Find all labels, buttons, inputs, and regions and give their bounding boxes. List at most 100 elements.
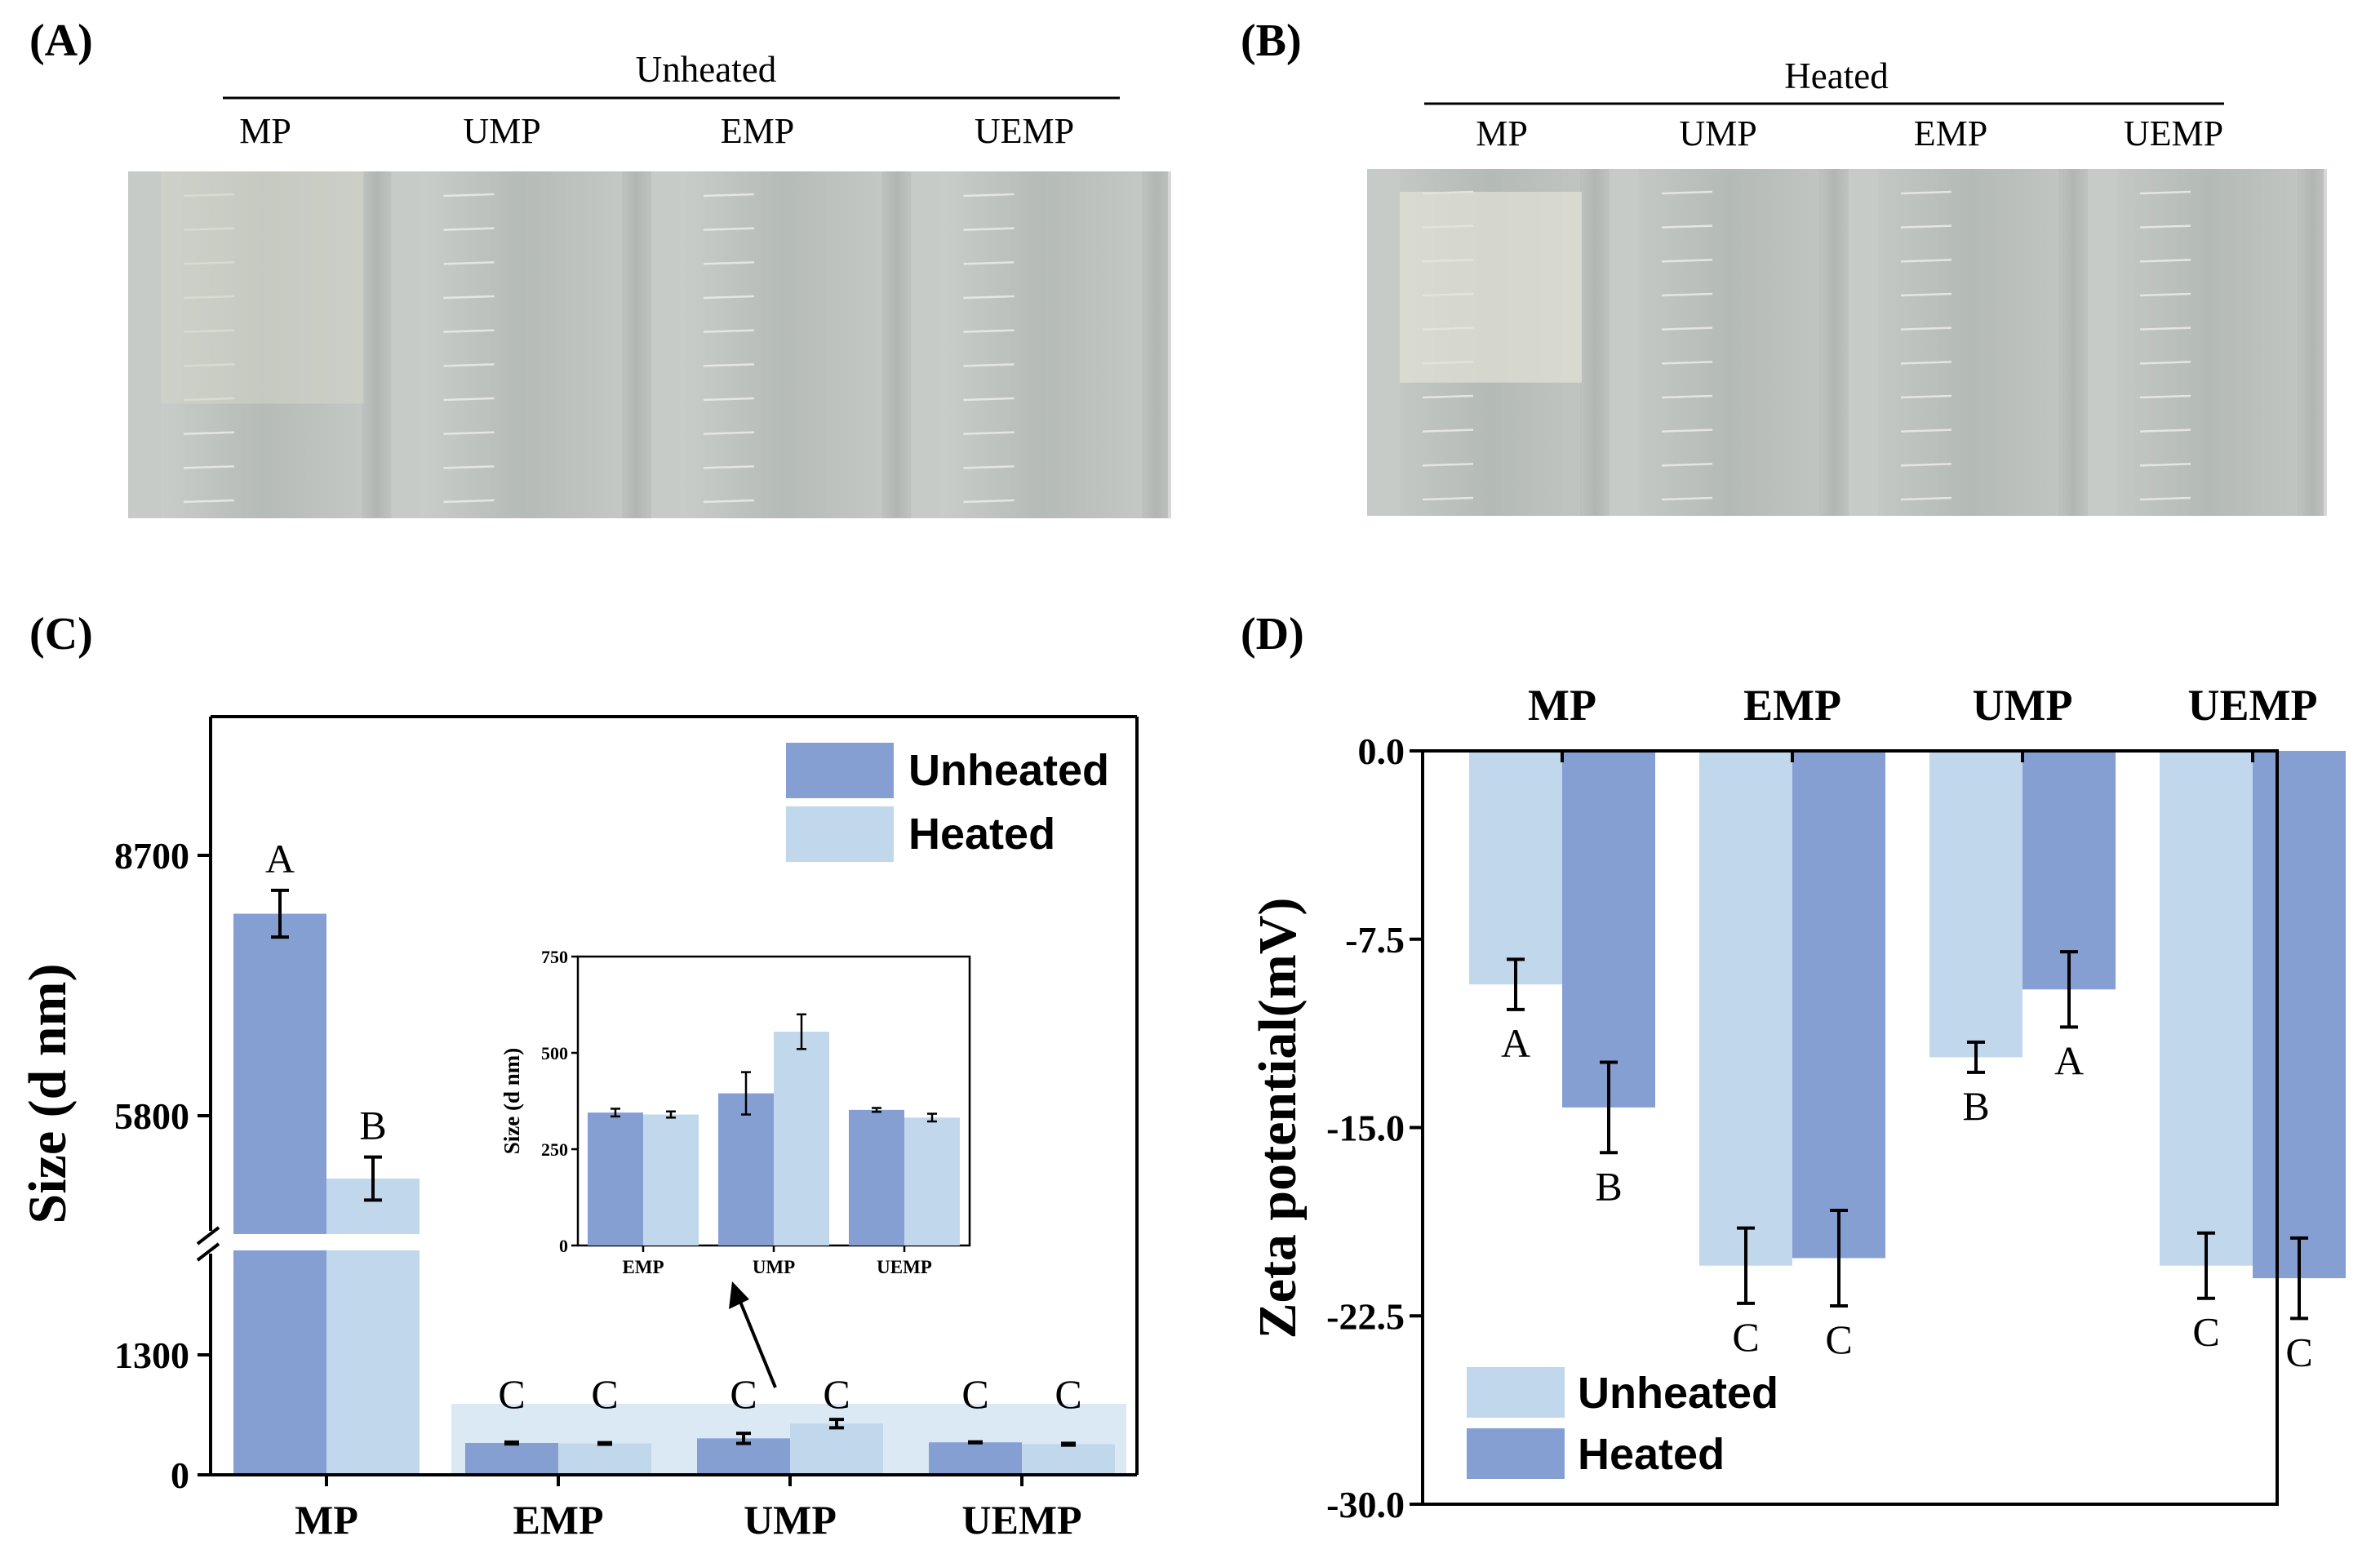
chart-c-inset-x-label-ump: UMP — [753, 1257, 795, 1277]
chart-c: A C C C B C C C 0 1300 5800 8700 MP EMP UMP UEMP Unheate… — [114, 715, 1139, 1543]
tube-4-graduation — [2139, 394, 2191, 399]
tube-3-graduation — [1900, 190, 1952, 195]
tube-1-graduation — [1422, 428, 1474, 433]
tube-2-graduation — [1661, 394, 1713, 399]
chart-d-letter-unheated-uemp: C — [2192, 1309, 2219, 1355]
tube-1-graduation — [183, 499, 235, 504]
tube-1-graduation — [183, 465, 235, 469]
tube-2-graduation — [443, 431, 495, 435]
chart-c-inset-bar-unheated-ump — [718, 1093, 774, 1245]
tube-3-graduation — [703, 329, 755, 333]
tube-4-graduation — [963, 261, 1015, 265]
chart-c-bar-heated-mp-lower — [326, 1250, 420, 1475]
chart-c-inset-y-axis-title: Size (d nm) — [500, 1048, 524, 1155]
tube-3-graduation — [703, 295, 755, 300]
tube-edge-3 — [2058, 169, 2088, 516]
chart-c-break-mark-1 — [196, 1226, 220, 1245]
chart-d-bar-unheated-ump — [1929, 751, 2023, 1058]
tube-1-graduation — [1422, 463, 1474, 467]
chart-c-bar-heated-emp — [558, 1443, 651, 1475]
tube-2-graduation — [1661, 496, 1713, 501]
chart-c-inset-arrow-line — [737, 1297, 777, 1388]
tube-2-graduation — [1661, 224, 1713, 229]
chart-c-letter-heated-uemp: C — [1055, 1371, 1081, 1417]
chart-c-bar-heated-uemp — [1022, 1444, 1115, 1475]
tube-4-graduation — [963, 397, 1015, 402]
chart-d-letter-heated-emp: C — [1825, 1316, 1852, 1362]
panel-d-label: (D) — [1241, 609, 1304, 659]
chart-d-legend-swatch-heated — [1467, 1428, 1565, 1479]
tube-1-cream-layer — [161, 171, 364, 404]
chart-d-y-tick-label: -7.5 — [1345, 919, 1405, 961]
chart-d-y-tick-label: -30.0 — [1326, 1484, 1405, 1525]
photo-b-sample-emp: EMP — [1914, 113, 1987, 153]
chart-d-letter-unheated-mp: A — [1501, 1020, 1530, 1066]
panel-c-label: (C) — [29, 609, 93, 659]
chart-d-bar-heated-mp — [1562, 751, 1655, 1108]
tube-3-graduation — [1900, 361, 1952, 365]
chart-c-legend-heated: Heated — [908, 810, 1055, 859]
chart-c-letter-heated-ump: C — [823, 1371, 850, 1417]
tube-3-graduation — [703, 363, 755, 367]
chart-c-bar-unheated-mp-lower — [233, 1250, 326, 1475]
tube-2-graduation — [1661, 326, 1713, 331]
tube-4-graduation — [963, 227, 1015, 231]
tube-4-graduation — [963, 193, 1015, 198]
chart-c-inset: EMP UMP UEMP 0 250 500 750 Size (d nm) — [500, 947, 971, 1277]
tube-edge-3 — [881, 171, 912, 518]
chart-c-inset-y-tick-label: 750 — [541, 947, 568, 967]
chart-d-bar-heated-uemp — [2253, 751, 2346, 1279]
tube-4-graduation — [2139, 361, 2191, 365]
tube-4-graduation — [963, 465, 1015, 469]
photo-a-sample-ump: UMP — [463, 111, 540, 151]
photo-a-sample-labels: MP UMP EMP UEMP — [239, 111, 1074, 151]
tube-2-graduation — [1661, 361, 1713, 365]
chart-d-bar-unheated-uemp — [2160, 751, 2253, 1266]
tube-2-graduation — [443, 261, 495, 265]
tube-3-graduation — [1900, 463, 1952, 467]
tube-2-graduation — [443, 227, 495, 231]
chart-d-bar-heated-ump — [2023, 751, 2116, 990]
chart-c-letter-heated-emp: C — [591, 1371, 618, 1417]
tube-3-graduation — [703, 227, 755, 231]
tube-edge-2 — [622, 171, 651, 518]
tube-3-graduation — [1900, 394, 1952, 399]
photo-a-sample-mp: MP — [239, 111, 291, 151]
chart-d-y-tick-label: -15.0 — [1326, 1108, 1405, 1149]
chart-c-y-tick-label: 5800 — [114, 1095, 189, 1137]
photo-a-heading: Unheated — [636, 49, 776, 90]
chart-c-inset-x-label-uemp: UEMP — [877, 1257, 932, 1277]
tube-1-cream-layer — [1400, 192, 1582, 383]
chart-d-legend-swatch-unheated — [1467, 1367, 1565, 1418]
chart-c-y-tick-label: 1300 — [114, 1334, 189, 1376]
tube-3-graduation — [703, 261, 755, 265]
tube-3-graduation — [1900, 496, 1952, 501]
tube-edge-2 — [1819, 169, 1849, 516]
chart-c-bar-unheated-emp — [465, 1442, 558, 1475]
tube-2-graduation — [1661, 428, 1713, 433]
tube-edge-4 — [1142, 171, 1171, 518]
chart-d-x-label-uemp: UEMP — [2188, 681, 2318, 730]
chart-d-y-tick-label: 0.0 — [1358, 730, 1405, 772]
photo-a-sample-uemp: UEMP — [975, 111, 1074, 151]
tube-2-graduation — [443, 193, 495, 198]
chart-c-inset-bar-heated-ump — [774, 1032, 829, 1245]
chart-c-inset-x-label-emp: EMP — [622, 1257, 664, 1277]
tube-edge-4 — [2298, 169, 2327, 516]
chart-c-inset-y-tick-label: 500 — [541, 1043, 568, 1063]
tube-2-graduation — [1661, 190, 1713, 195]
chart-d-x-label-emp: EMP — [1743, 681, 1841, 730]
chart-d: A C B C B C A C 0.0 -7.5 -15.0 -22.5 -30.0 MP EMP UMP UE… — [1326, 681, 2346, 1525]
chart-d-bar-unheated-mp — [1469, 751, 1562, 985]
photo-b-sample-mp: MP — [1476, 113, 1528, 153]
tube-1-graduation — [1422, 394, 1474, 399]
tube-2-graduation — [443, 499, 495, 504]
chart-c-letter-unheated-emp: C — [498, 1371, 525, 1417]
photo-b-image — [1367, 169, 2327, 516]
tube-2-graduation — [443, 295, 495, 300]
tube-4-graduation — [2139, 190, 2191, 195]
tube-3 — [681, 171, 884, 518]
photo-b-sample-ump: UMP — [1679, 113, 1756, 153]
chart-d-letter-heated-uemp: C — [2285, 1329, 2312, 1374]
chart-c-inset-arrow-head — [729, 1281, 749, 1309]
